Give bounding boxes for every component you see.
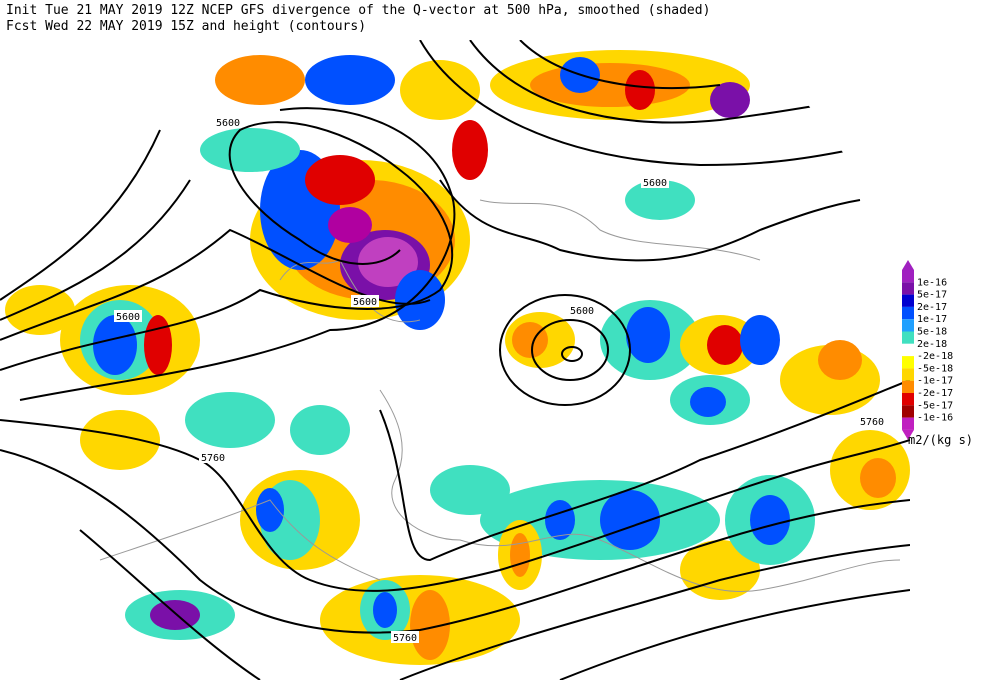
colorbar-swatch <box>902 270 914 283</box>
contour-label-bg <box>214 116 242 128</box>
contour-label: 5760 <box>393 633 417 644</box>
contour-labels: 5600 5600 5600 5600 5600 5760 5760 5760 <box>114 116 886 644</box>
colorbar-swatch <box>902 306 914 320</box>
colorbar-swatch <box>902 368 914 381</box>
colorbar-swatch <box>902 356 914 369</box>
contour-label-bg <box>641 176 669 188</box>
colorbar-swatch <box>902 294 914 307</box>
colorbar-label: 2e-17 <box>917 302 947 313</box>
contour-label: 5600 <box>216 118 240 129</box>
colorbar-label: -5e-18 <box>917 363 953 374</box>
header-line: Init Tue 21 MAY 2019 12Z NCEP GFS diverg… <box>6 3 710 18</box>
contour-label-bg <box>858 415 886 427</box>
colorbar-swatch <box>902 319 914 332</box>
colorbar-label: -2e-17 <box>917 388 953 399</box>
contour-label: 5600 <box>570 306 594 317</box>
header-line: Fcst Wed 22 MAY 2019 15Z and height (con… <box>6 19 366 34</box>
colorbar-label: 5e-18 <box>917 327 947 338</box>
contour-label-bg <box>391 631 419 643</box>
contour-label-bg <box>351 295 379 307</box>
colorbar-swatch <box>902 380 914 393</box>
contour-label-bg <box>114 310 142 322</box>
colorbar-units: m2/(kg s) <box>908 433 973 447</box>
colorbar-swatch <box>902 343 914 357</box>
colorbar-label: -5e-17 <box>917 400 953 411</box>
colorbar-swatch <box>902 393 914 406</box>
contour-label-bg <box>199 451 227 463</box>
contour-label-bg <box>568 304 596 316</box>
colorbar-swatch <box>902 282 914 295</box>
colorbar-label: 2e-18 <box>917 339 947 350</box>
colorbar-label: 5e-17 <box>917 290 947 301</box>
colorbar-label: -1e-17 <box>917 376 953 387</box>
colorbar-label: 1e-17 <box>917 314 947 325</box>
colorbar: 1e-165e-172e-171e-175e-182e-18-2e-18-5e-… <box>902 260 953 440</box>
contour-label: 5600 <box>353 297 377 308</box>
colorbar-label: 1e-16 <box>917 277 947 288</box>
colorbar-label: -1e-16 <box>917 413 953 424</box>
colorbar-swatch <box>902 417 914 430</box>
colorbar-arrow <box>902 260 914 270</box>
contour-label: 5600 <box>643 178 667 189</box>
contour-label: 5760 <box>201 453 225 464</box>
contour-label: 5600 <box>116 312 140 323</box>
colorbar-swatch <box>902 405 914 418</box>
contour-label: 5760 <box>860 417 884 428</box>
colorbar-label: -2e-18 <box>917 351 953 362</box>
colorbar-arrow <box>902 429 914 440</box>
colorbar-swatch <box>902 331 914 344</box>
